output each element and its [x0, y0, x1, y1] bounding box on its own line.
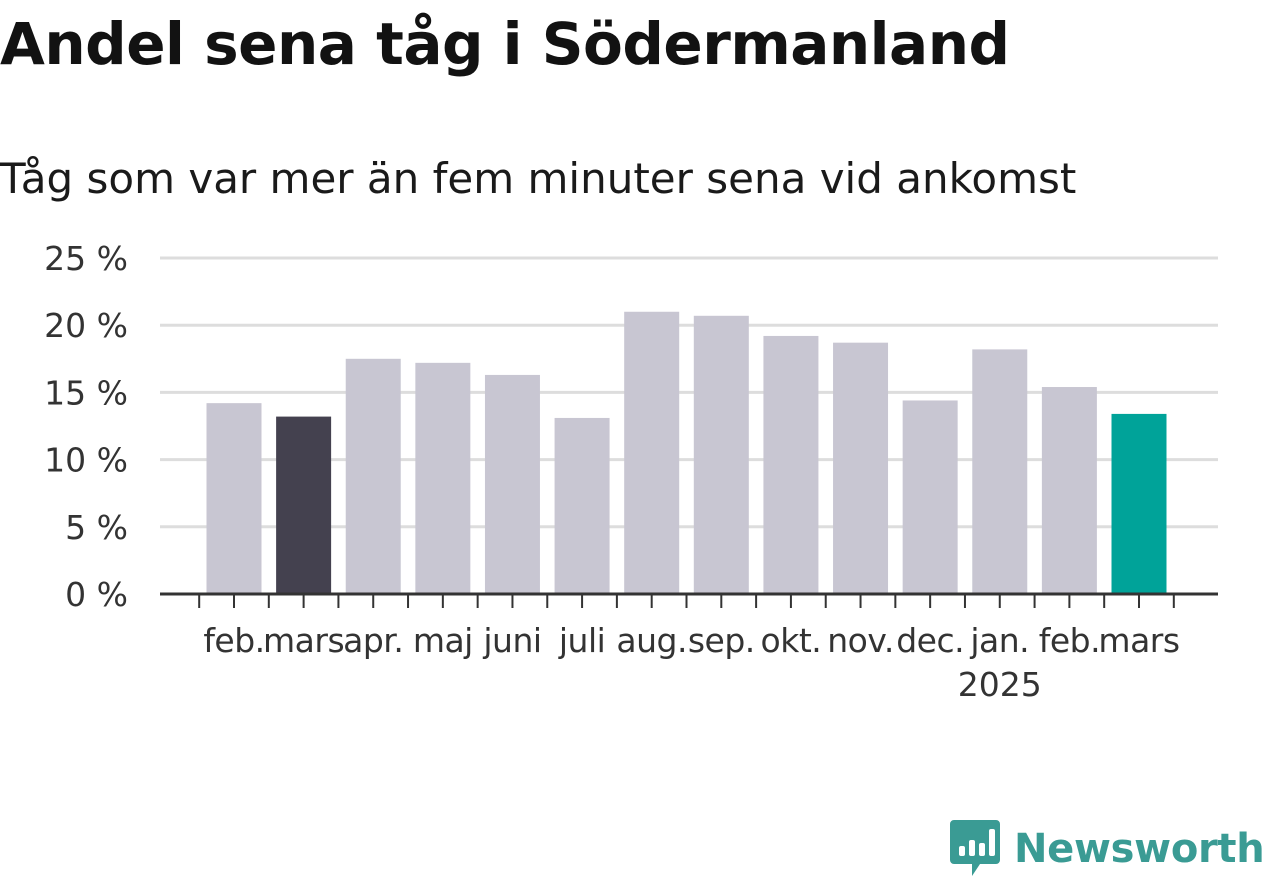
x-tick-label: maj: [413, 621, 473, 660]
newsworthy-logo-text: Newsworthy: [1014, 826, 1262, 872]
x-tick-label: dec.: [896, 621, 964, 660]
x-tick-label: juni: [482, 621, 541, 660]
bar: [902, 400, 958, 594]
y-tick-label: 5 %: [65, 508, 128, 547]
bar: [1041, 387, 1097, 594]
x-tick-label: nov.: [827, 621, 894, 660]
bar: [1111, 413, 1167, 594]
newsworthy-logo: Newsworthy: [950, 820, 1262, 878]
x-tick-label: mars: [1098, 621, 1179, 660]
bar: [554, 417, 610, 594]
y-tick-label: 20 %: [44, 306, 128, 345]
x-tick-label: okt.: [761, 621, 822, 660]
y-tick-label: 25 %: [44, 239, 128, 278]
x-tick-label: jan.: [969, 621, 1029, 660]
x-tick-label: aug.: [616, 621, 687, 660]
newsworthy-logo-icon: [950, 820, 1000, 876]
y-axis-labels: 0 % 5 % 10 % 15 % 20 % 25 %: [44, 239, 128, 614]
x-tick-label: juli: [558, 621, 605, 660]
bar: [833, 342, 889, 594]
gridlines: [160, 256, 1218, 529]
bar: [484, 374, 540, 594]
y-tick-label: 10 %: [44, 441, 128, 480]
year-label: 2025: [958, 665, 1042, 704]
x-tick-label: apr.: [343, 621, 403, 660]
x-tick-label: sep.: [688, 621, 755, 660]
chart-subtitle: Tåg som var mer än fem minuter sena vid …: [0, 154, 1077, 203]
x-axis: [160, 592, 1218, 608]
bar: [624, 311, 680, 594]
bars: [206, 311, 1167, 594]
bar: [345, 358, 401, 594]
x-tick-label: feb.: [203, 621, 264, 660]
bar: [972, 349, 1028, 594]
bar: [206, 403, 262, 594]
y-tick-label: 0 %: [65, 575, 128, 614]
bar: [276, 416, 332, 594]
bar: [693, 315, 749, 594]
chart-title: Andel sena tåg i Södermanland: [0, 10, 1010, 78]
x-tick-label: feb.: [1039, 621, 1100, 660]
bar: [763, 335, 819, 594]
x-tick-label: mars: [263, 621, 344, 660]
y-tick-label: 15 %: [44, 373, 128, 412]
bar: [415, 362, 471, 594]
